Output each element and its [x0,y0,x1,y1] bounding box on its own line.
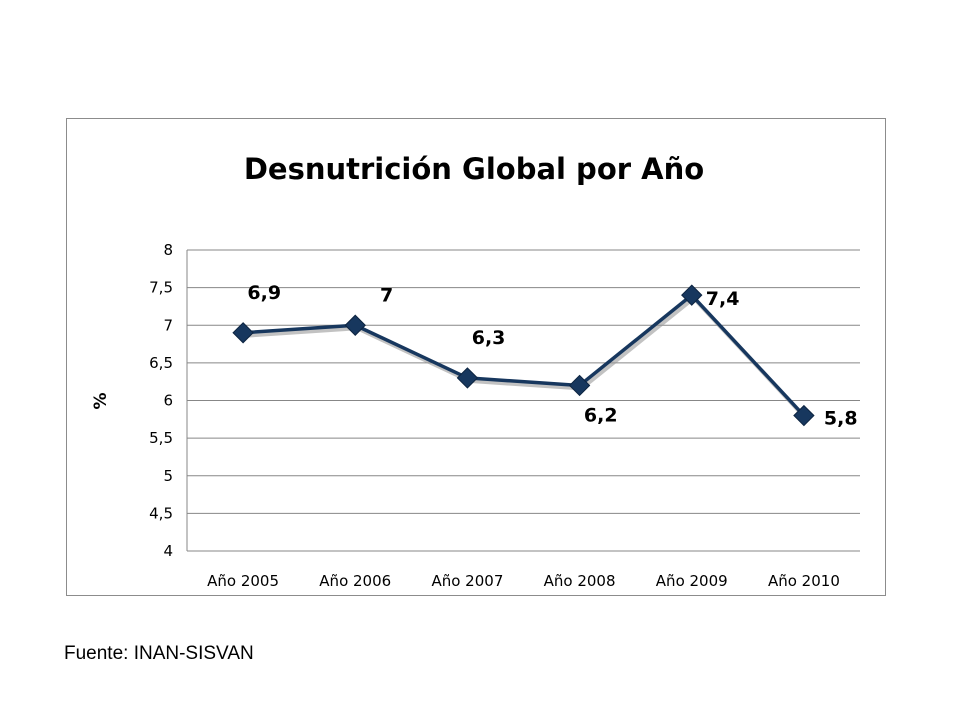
data-label: 6,2 [584,404,618,426]
y-tick-label: 7,5 [149,279,173,297]
series-layer [232,284,815,427]
x-tick-label: Año 2005 [207,572,279,590]
gridlines [186,249,860,552]
x-axis-ticks: Año 2005 Año 2006 Año 2007 Año 2008 Año 2009… [207,572,840,590]
series-line [242,293,806,417]
y-tick-label: 6 [163,392,173,410]
data-point-marker [793,404,815,427]
x-tick-label: Año 2007 [431,572,503,590]
x-tick-label: Año 2006 [319,572,391,590]
x-tick-label: Año 2010 [768,572,840,590]
data-point-marker [232,322,254,344]
source-note: Fuente: INAN-SISVAN [64,643,254,664]
data-label: 6,3 [472,327,506,349]
data-point-marker [344,314,366,336]
chart-frame: Desnutrición Global por Año 4 4,5 5 5,5 6 6,5… [66,118,886,596]
line-chart: Desnutrición Global por Año 4 4,5 5 5,5 6 6,5… [91,152,860,590]
data-point-marker [568,374,591,397]
y-axis-ticks: 4 4,5 5 5,5 6 6,5 7 7,5 8 [149,241,173,560]
data-label: 6,9 [247,282,281,304]
y-tick-label: 6,5 [149,354,173,372]
y-tick-label: 4 [163,542,173,560]
data-label: 7 [380,284,393,306]
data-labels: 6,9 7 6,3 6,2 7,4 5,8 [247,282,857,430]
data-point-marker [456,367,479,389]
y-axis-label: % [91,392,111,409]
data-label: 7,4 [706,288,740,310]
y-tick-label: 7 [163,316,173,334]
x-tick-label: Año 2009 [656,572,728,590]
data-label: 5,8 [824,408,858,430]
y-tick-label: 5,5 [149,429,173,447]
x-tick-label: Año 2008 [544,572,616,590]
chart-title: Desnutrición Global por Año [244,152,704,186]
y-tick-label: 8 [163,241,173,259]
y-tick-label: 4,5 [149,504,173,522]
y-tick-label: 5 [163,467,173,485]
data-point-marker [681,284,703,306]
